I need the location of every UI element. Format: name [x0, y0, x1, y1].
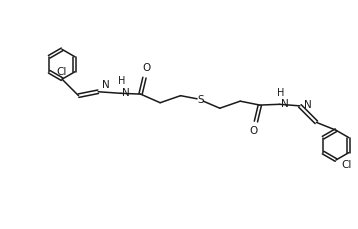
Text: Cl: Cl — [342, 160, 352, 170]
Text: O: O — [250, 126, 258, 136]
Text: N: N — [102, 80, 110, 90]
Text: N: N — [281, 99, 289, 109]
Text: N: N — [304, 100, 311, 110]
Text: H: H — [118, 76, 125, 86]
Text: N: N — [122, 87, 130, 98]
Text: H: H — [277, 88, 284, 98]
Text: O: O — [142, 63, 151, 73]
Text: Cl: Cl — [56, 67, 66, 77]
Text: S: S — [197, 95, 203, 105]
